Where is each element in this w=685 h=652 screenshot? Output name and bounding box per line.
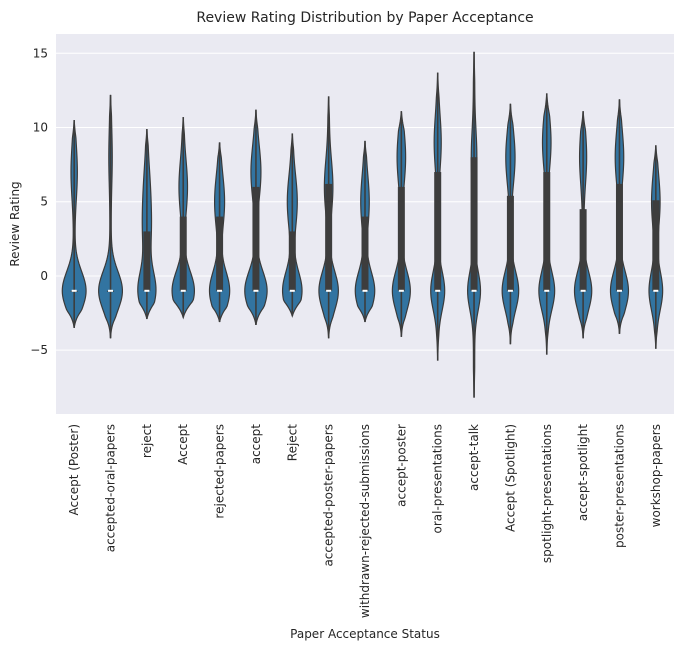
violin-iqr-box	[288, 231, 296, 291]
x-tick-label: Reject	[285, 424, 299, 461]
x-tick-label: oral-presentations	[431, 424, 445, 534]
x-tick-label: accept-spotlight	[576, 424, 590, 521]
violin-iqr-box	[543, 172, 551, 291]
violin-iqr-box	[434, 172, 442, 291]
violin-iqr-box	[506, 195, 514, 291]
violins	[61, 51, 664, 398]
y-tick-labels: −5 0 5 10 15	[30, 46, 48, 357]
x-tick-label: reject	[140, 424, 154, 458]
x-tick-label: accept	[249, 424, 263, 465]
x-tick-label: accepted-poster-papers	[322, 424, 336, 567]
x-tick-label: accepted-oral-papers	[104, 424, 118, 552]
violin-iqr-box	[325, 183, 333, 291]
x-tick-label: accept-poster	[394, 424, 408, 507]
x-axis-title: Paper Acceptance Status	[290, 627, 440, 641]
x-tick-label: Accept (Poster)	[67, 424, 81, 516]
y-tick-label: 10	[33, 121, 48, 135]
x-tick-label: accept-talk	[467, 424, 481, 491]
x-tick-label: withdrawn-rejected-submissions	[358, 424, 372, 618]
violin-iqr-box	[252, 186, 260, 291]
violin-iqr-box	[179, 216, 187, 291]
violin-iqr-box	[470, 157, 478, 291]
violin-iqr-box	[361, 216, 369, 291]
x-tick-label: Accept (Spotlight)	[503, 424, 517, 532]
y-axis-title: Review Rating	[8, 181, 22, 266]
y-tick-label: 0	[40, 269, 48, 283]
y-tick-label: 5	[40, 195, 48, 209]
violin-iqr-box	[579, 209, 587, 291]
violin-iqr-box	[216, 216, 224, 291]
x-tick-label: Accept	[176, 424, 190, 465]
violin-iqr-box	[397, 186, 405, 291]
x-tick-label: poster-presentations	[612, 424, 626, 548]
y-tick-label: 15	[33, 46, 48, 60]
violin-iqr-box	[143, 231, 151, 291]
x-tick-label: rejected-papers	[213, 424, 227, 519]
x-tick-label: workshop-papers	[649, 424, 663, 527]
chart-title: Review Rating Distribution by Paper Acce…	[196, 10, 533, 26]
violin-iqr-box	[652, 200, 660, 291]
x-tick-labels: Accept (Poster) accepted-oral-papers rejec…	[67, 424, 663, 618]
y-tick-label: −5	[30, 343, 48, 357]
x-tick-label: spotlight-presentations	[540, 424, 554, 563]
violin-iqr-box	[615, 183, 623, 291]
